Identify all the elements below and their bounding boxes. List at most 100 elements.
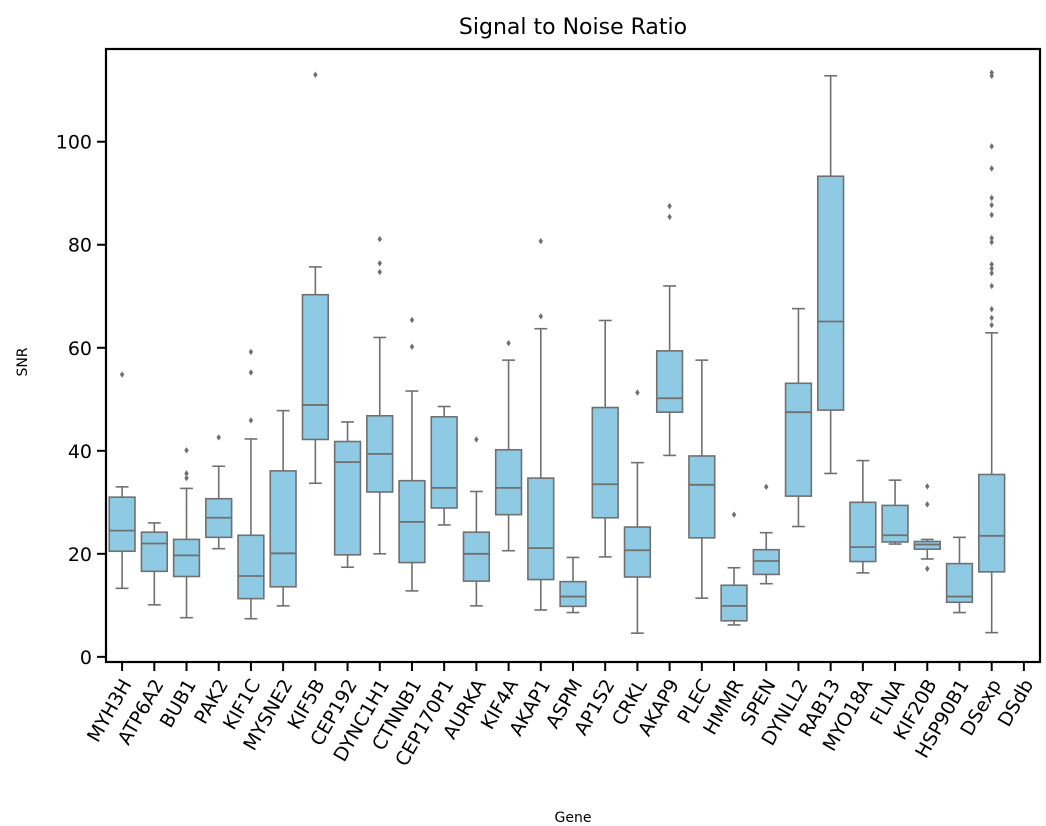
- box-group: [237, 348, 265, 620]
- box-group: [623, 389, 652, 634]
- outlier-point: [667, 202, 672, 210]
- outlier-point: [667, 213, 672, 221]
- outlier-point: [377, 260, 382, 267]
- outlier-point: [989, 165, 994, 172]
- box-group: [688, 359, 716, 599]
- box-group: [978, 69, 1006, 634]
- box-iqr: [655, 350, 684, 413]
- box-group: [462, 436, 491, 607]
- outlier-point: [184, 470, 189, 477]
- plot-area: 020406080100MYH3HATP6A2BUB1PAK2KIF1CMYSN…: [56, 47, 1042, 770]
- box-iqr: [849, 501, 877, 563]
- outlier-point: [989, 211, 994, 219]
- box-iqr: [333, 440, 362, 556]
- box-iqr: [237, 534, 265, 600]
- outlier-point: [248, 369, 254, 376]
- chart-title: Signal to Noise Ratio: [459, 15, 687, 40]
- box-iqr: [816, 175, 845, 411]
- outlier-point: [119, 371, 125, 378]
- box-iqr: [430, 415, 458, 509]
- outlier-point: [989, 269, 994, 277]
- box-group: [655, 202, 684, 457]
- outlier-point: [216, 434, 221, 441]
- box-iqr: [494, 448, 523, 516]
- box-iqr: [301, 293, 330, 441]
- box-group: [366, 235, 394, 555]
- outlier-point: [184, 447, 189, 454]
- outlier-point: [409, 343, 415, 350]
- y-tick-label: 40: [68, 441, 92, 463]
- outlier-point: [538, 313, 544, 320]
- outlier-point: [184, 474, 189, 482]
- outlier-point: [925, 565, 930, 572]
- outlier-point: [377, 268, 382, 276]
- outlier-point: [635, 389, 640, 396]
- box-group: [172, 447, 201, 619]
- box-group: [849, 459, 877, 574]
- box-iqr: [108, 496, 136, 553]
- outlier-point: [248, 348, 254, 356]
- box-group: [816, 74, 845, 475]
- outlier-point: [313, 71, 318, 78]
- y-tick-label: 80: [68, 235, 92, 257]
- box-group: [398, 316, 426, 592]
- box-group: [913, 483, 941, 572]
- outlier-point: [377, 235, 382, 243]
- outlier-point: [989, 314, 994, 322]
- outlier-point: [538, 237, 544, 245]
- outlier-point: [989, 143, 994, 150]
- outlier-point: [731, 511, 737, 518]
- y-tick-label: 20: [68, 544, 92, 566]
- box-group: [140, 522, 168, 606]
- box-iqr: [752, 548, 780, 576]
- box-iqr: [978, 473, 1006, 573]
- box-iqr: [591, 406, 619, 519]
- box-group: [108, 371, 136, 590]
- box-iqr: [172, 538, 201, 578]
- outlier-point: [989, 265, 994, 272]
- outlier-point: [989, 238, 994, 246]
- outlier-point: [925, 483, 930, 490]
- outlier-point: [248, 417, 254, 424]
- y-tick-label: 100: [56, 132, 92, 154]
- box-group: [784, 307, 813, 528]
- box-iqr: [269, 470, 297, 588]
- outlier-point: [989, 194, 994, 202]
- outlier-point: [989, 282, 994, 290]
- box-group: [591, 319, 619, 558]
- box-group: [720, 511, 748, 626]
- outlier-point: [989, 69, 994, 76]
- box-group: [527, 237, 555, 611]
- y-tick-label: 60: [68, 338, 92, 360]
- box-iqr: [462, 531, 491, 582]
- outlier-point: [474, 436, 479, 443]
- box-group: [205, 434, 233, 550]
- y-axis-title: SNR: [15, 347, 31, 376]
- box-iqr: [140, 531, 168, 573]
- outlier-point: [989, 305, 994, 313]
- box-iqr: [688, 455, 716, 539]
- box-iqr: [623, 526, 652, 578]
- box-group: [752, 483, 780, 585]
- x-axis-title: Gene: [555, 810, 592, 826]
- outlier-point: [764, 483, 769, 491]
- y-tick-label: 0: [80, 647, 92, 669]
- box-iqr: [527, 477, 555, 581]
- outlier-point: [409, 316, 415, 324]
- box-group: [494, 339, 523, 552]
- outlier-point: [989, 201, 994, 209]
- box-iqr: [784, 382, 813, 497]
- box-group: [430, 405, 458, 526]
- box-group: [881, 479, 909, 545]
- box-group: [945, 536, 974, 614]
- outlier-point: [989, 321, 994, 329]
- box-group: [559, 556, 587, 614]
- outlier-point: [989, 261, 994, 268]
- box-group: [333, 421, 362, 569]
- box-iqr: [720, 584, 748, 622]
- outlier-point: [989, 234, 994, 242]
- box-group: [301, 71, 330, 485]
- box-iqr: [881, 504, 909, 543]
